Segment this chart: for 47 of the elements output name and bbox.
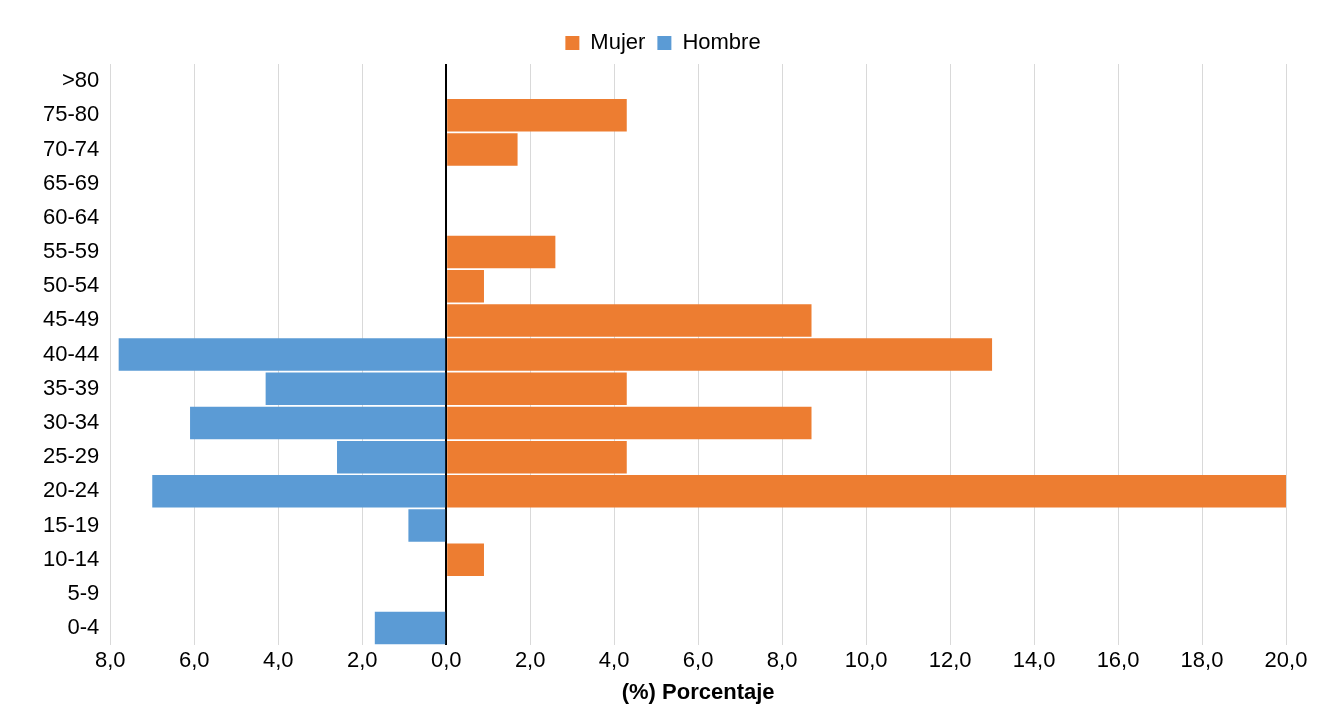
y-tick-label: 10-14 <box>42 545 100 571</box>
legend-label: Hombre <box>682 29 761 55</box>
x-axis-title: (%) Porcentaje <box>621 678 775 704</box>
x-tick-label: 8,0 <box>94 647 126 673</box>
y-tick-label: >80 <box>61 67 100 93</box>
bar <box>447 440 627 474</box>
y-tick-label: 20-24 <box>42 477 100 503</box>
y-tick-label: 35-39 <box>42 374 100 400</box>
x-tick-label: 4,0 <box>262 647 294 673</box>
bar <box>447 235 556 269</box>
y-tick-label: 55-59 <box>42 238 100 264</box>
y-tick-label: 25-29 <box>42 443 100 469</box>
bar <box>447 372 627 406</box>
y-tick-label: 30-34 <box>42 409 100 435</box>
y-tick-label: 75-80 <box>42 101 100 127</box>
bar <box>447 269 484 303</box>
y-tick-label: 45-49 <box>42 306 100 332</box>
x-tick-label: 20,0 <box>1264 647 1308 673</box>
y-tick-label: 70-74 <box>42 135 100 161</box>
x-tick-label: 10,0 <box>844 647 888 673</box>
x-tick-label: 14,0 <box>1012 647 1056 673</box>
y-tick-label: 40-44 <box>42 340 100 366</box>
y-tick-label: 0-4 <box>67 614 100 640</box>
y-tick-label: 60-64 <box>42 203 100 229</box>
y-tick-label: 15-19 <box>42 511 100 537</box>
x-tick-label: 8,0 <box>766 647 798 673</box>
y-tick-label: 65-69 <box>42 169 100 195</box>
x-tick-label: 0,0 <box>430 647 462 673</box>
bar <box>118 338 446 371</box>
bar <box>190 406 446 440</box>
bar <box>265 372 446 406</box>
x-tick-label: 4,0 <box>598 647 630 673</box>
x-tick-label: 6,0 <box>682 647 714 673</box>
x-tick-label: 2,0 <box>346 647 378 673</box>
x-tick-label: 2,0 <box>514 647 546 673</box>
bar <box>447 543 484 576</box>
y-tick-label: 50-54 <box>42 272 100 298</box>
y-tick-label: 5-9 <box>67 579 100 605</box>
bar <box>447 475 1286 508</box>
x-tick-label: 16,0 <box>1096 647 1140 673</box>
x-tick-label: 12,0 <box>928 647 972 673</box>
legend-label: Mujer <box>590 29 646 55</box>
bar <box>374 611 446 645</box>
x-tick-label: 18,0 <box>1180 647 1224 673</box>
bar <box>337 440 446 474</box>
x-tick-label: 6,0 <box>178 647 210 673</box>
bar <box>447 406 812 440</box>
